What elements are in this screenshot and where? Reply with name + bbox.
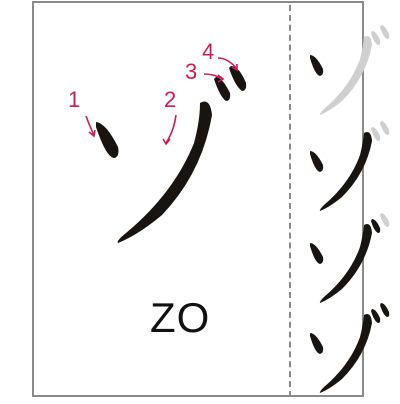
step-3-stroke-2 xyxy=(319,224,372,303)
step-2-stroke-3 xyxy=(371,127,381,141)
main-stroke-2 xyxy=(117,101,212,243)
arrow-4-head xyxy=(231,64,238,72)
stroke-number-2: 2 xyxy=(164,87,177,112)
step-2-stroke-4 xyxy=(380,121,390,135)
step-4-stroke-2 xyxy=(319,314,372,393)
arrow-3-head xyxy=(217,74,225,83)
step-1-stroke-1 xyxy=(310,55,324,76)
step-2-stroke-2 xyxy=(319,132,372,211)
dashed-divider xyxy=(289,5,291,397)
step-4-stroke-4 xyxy=(380,303,390,317)
kana-practice-card: 1 2 3 4 ZO xyxy=(32,1,390,397)
step-1-stroke-4 xyxy=(380,25,390,39)
step-3-stroke-1 xyxy=(310,243,324,264)
stroke-number-1: 1 xyxy=(68,87,81,112)
stroke-number-4: 4 xyxy=(202,39,215,64)
step-1-stroke-2 xyxy=(319,36,372,115)
stroke-step-4 xyxy=(310,303,390,393)
arrow-1-head xyxy=(88,129,96,138)
step-2-stroke-1 xyxy=(310,151,324,172)
step-4-stroke-3 xyxy=(371,309,381,323)
step-3-stroke-4 xyxy=(380,213,390,227)
step-1-stroke-3 xyxy=(371,31,381,45)
arrow-1 xyxy=(85,115,95,136)
main-stroke-1 xyxy=(96,122,119,158)
arrow-4 xyxy=(217,57,238,70)
stroke-step-1 xyxy=(310,25,390,115)
main-character-glyph xyxy=(85,57,247,243)
step-4-stroke-1 xyxy=(310,333,324,354)
stroke-order-steps xyxy=(310,25,390,393)
romaji-label: ZO xyxy=(150,294,211,341)
stroke-order-column xyxy=(292,3,392,399)
stroke-number-3: 3 xyxy=(185,59,198,84)
step-3-stroke-3 xyxy=(371,219,381,233)
arrow-2-head xyxy=(162,138,171,146)
main-stroke-4 xyxy=(229,66,247,91)
stroke-step-2 xyxy=(310,121,390,211)
stroke-step-3 xyxy=(310,213,390,303)
main-stroke-3 xyxy=(214,77,231,101)
arrow-2 xyxy=(165,114,177,144)
